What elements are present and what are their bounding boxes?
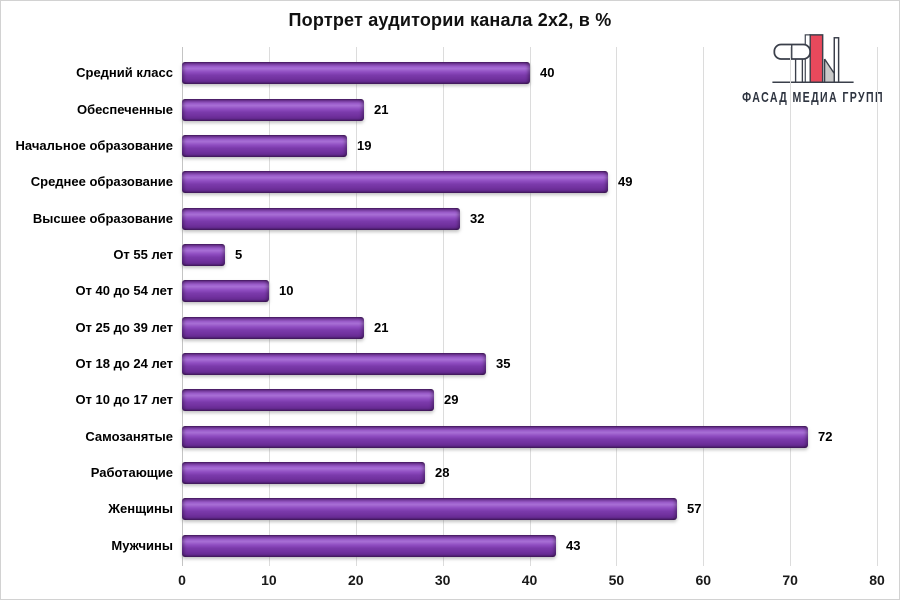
value-label: 72 <box>818 429 833 444</box>
logo-right-stem <box>833 37 840 83</box>
x-axis-tick-label: 60 <box>695 572 712 588</box>
value-label: 40 <box>540 65 555 80</box>
bar <box>182 99 364 121</box>
bar <box>182 353 486 375</box>
value-label: 21 <box>374 320 389 335</box>
value-label: 10 <box>279 283 294 298</box>
bar <box>182 389 434 411</box>
category-label: От 25 до 39 лет <box>75 320 173 335</box>
gridline <box>182 47 183 566</box>
chart-title: Портрет аудитории канала 2x2, в % <box>288 10 612 30</box>
logo-text: ФАСАД МЕДИА ГРУПП <box>742 90 884 106</box>
x-axis-tick-label: 20 <box>347 572 364 588</box>
value-label: 35 <box>496 356 511 371</box>
x-axis-tick-label: 40 <box>521 572 538 588</box>
category-label: От 55 лет <box>113 247 173 262</box>
gridline <box>877 47 878 566</box>
value-label: 29 <box>444 392 459 407</box>
x-axis-tick-label: 50 <box>608 572 625 588</box>
gridline <box>442 47 444 566</box>
x-axis-tick-label: 10 <box>261 572 277 588</box>
bar <box>182 462 425 484</box>
bar <box>182 244 225 266</box>
value-label: 43 <box>566 538 581 553</box>
value-label: 57 <box>687 501 702 516</box>
category-label: От 18 до 24 лет <box>75 356 173 371</box>
x-axis-tick-label: 70 <box>782 572 798 588</box>
bar <box>182 62 530 84</box>
gridline <box>703 47 705 566</box>
category-label: От 40 до 54 лет <box>75 283 173 298</box>
bar <box>182 171 608 193</box>
value-label: 21 <box>374 102 389 117</box>
value-label: 49 <box>618 174 633 189</box>
bar <box>182 317 364 339</box>
category-label: Женщины <box>108 501 173 516</box>
bar <box>182 135 347 157</box>
value-label: 19 <box>357 138 372 153</box>
bar <box>182 208 460 230</box>
category-label: Высшее образование <box>32 211 173 226</box>
category-label: Мужчины <box>111 538 173 553</box>
logo-graphic <box>772 34 854 84</box>
logo-red-bar <box>809 34 824 83</box>
category-label: От 10 до 17 лет <box>75 392 173 407</box>
value-label: 28 <box>435 465 450 480</box>
category-label: Обеспеченные <box>76 102 173 117</box>
gridline <box>616 47 618 566</box>
x-axis-tick-label: 80 <box>869 572 885 588</box>
gridline <box>529 47 531 566</box>
gridline <box>790 47 792 566</box>
gridline <box>355 47 357 566</box>
x-axis-tick-label: 0 <box>178 572 186 588</box>
value-label: 32 <box>470 211 485 226</box>
bar <box>182 535 556 557</box>
logo-wedge-shape <box>824 59 835 83</box>
value-label: 5 <box>235 247 243 262</box>
category-label: Работающие <box>90 465 173 480</box>
x-axis-tick-label: 30 <box>434 572 451 588</box>
gridline <box>268 47 270 566</box>
category-label: Самозанятые <box>85 429 173 444</box>
category-label: Средний класс <box>76 65 173 80</box>
bar <box>182 498 677 520</box>
bar <box>182 280 269 302</box>
logo: ФАСАД МЕДИА ГРУПП <box>733 31 893 106</box>
category-label: Начальное образование <box>15 138 173 153</box>
bar <box>182 426 808 448</box>
category-label: Среднее образование <box>30 174 173 189</box>
